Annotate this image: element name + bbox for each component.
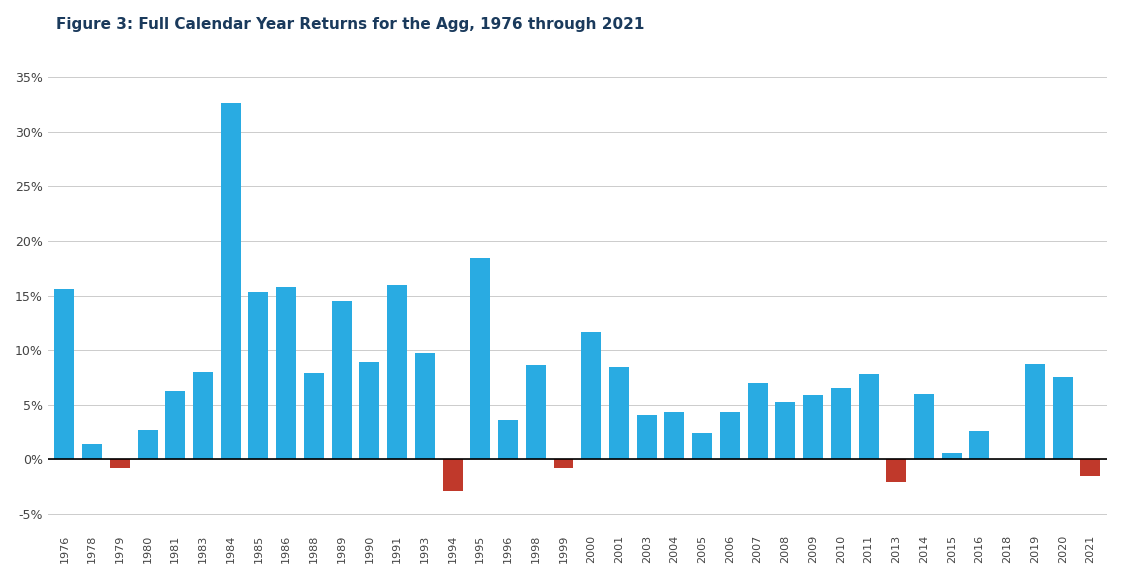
Bar [720, 412, 739, 460]
Bar [248, 292, 268, 460]
Bar [969, 431, 990, 460]
Bar [193, 372, 213, 460]
Bar [82, 444, 102, 460]
Bar [803, 395, 824, 460]
Bar [165, 391, 185, 460]
Bar [498, 420, 518, 460]
Bar [470, 258, 490, 460]
Bar [747, 383, 767, 460]
Bar [304, 373, 324, 460]
Bar [110, 460, 130, 468]
Bar [359, 362, 379, 460]
Bar [636, 414, 656, 460]
Bar [830, 388, 850, 460]
Bar [886, 460, 907, 481]
Bar [609, 368, 629, 460]
Bar [1080, 460, 1101, 476]
Bar [692, 433, 712, 460]
Bar [221, 103, 241, 460]
Bar [914, 394, 934, 460]
Bar [581, 332, 601, 460]
Bar [276, 287, 296, 460]
Bar [415, 353, 435, 460]
Bar [664, 412, 684, 460]
Bar [553, 460, 573, 468]
Text: Figure 3: Full Calendar Year Returns for the Agg, 1976 through 2021: Figure 3: Full Calendar Year Returns for… [56, 17, 644, 32]
Bar [1024, 364, 1045, 460]
Bar [775, 402, 795, 460]
Bar [941, 454, 962, 460]
Bar [387, 285, 407, 460]
Bar [1052, 377, 1073, 460]
Bar [138, 430, 157, 460]
Bar [54, 289, 74, 460]
Bar [442, 460, 462, 491]
Bar [526, 365, 545, 460]
Bar [332, 301, 351, 460]
Bar [858, 374, 879, 460]
